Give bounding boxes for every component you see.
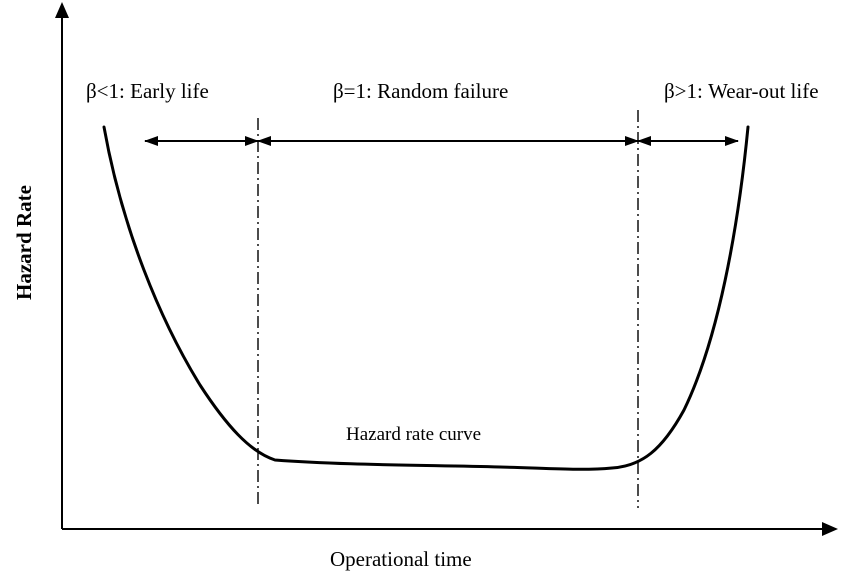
hazard-rate-curve [102, 125, 750, 471]
x-axis-label: Operational time [330, 547, 472, 571]
y-axis-label: Hazard Rate [12, 185, 36, 300]
x-axis-arrowhead [822, 522, 838, 536]
y-axis-arrowhead [55, 2, 69, 18]
hazard-rate-curve-label: Hazard rate curve [346, 424, 481, 445]
early-life-label: β<1: Early life [86, 79, 209, 103]
random-failure-label: β=1: Random failure [333, 79, 508, 103]
wear-out-life-label: β>1: Wear-out life [664, 79, 819, 103]
